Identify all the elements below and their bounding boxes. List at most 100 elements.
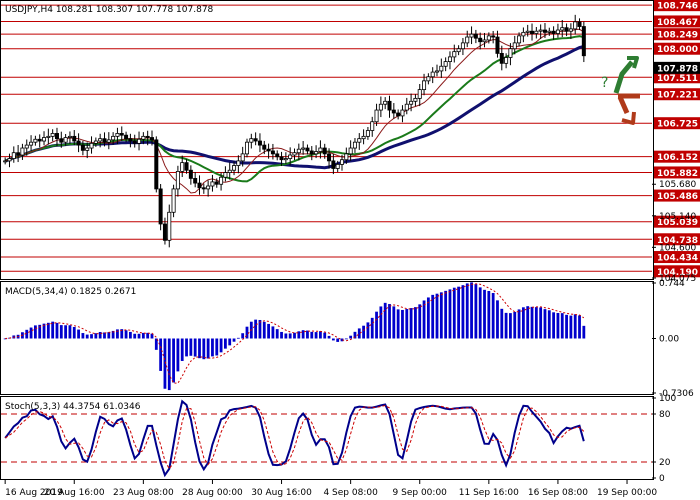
macd-bar — [55, 322, 59, 339]
macd-bar — [172, 338, 175, 383]
macd-bar — [383, 302, 387, 339]
candle-body — [296, 148, 301, 154]
candle-body — [63, 137, 68, 143]
time-label: 16 Aug 2019 — [5, 488, 63, 498]
macd-bar — [133, 333, 137, 339]
candle-body — [288, 154, 293, 159]
macd-bar — [275, 329, 279, 339]
macd-bar — [422, 300, 426, 339]
candle-body — [240, 153, 245, 162]
macd-bar — [465, 283, 469, 339]
macd-bar — [38, 324, 42, 339]
candle-body — [568, 28, 573, 32]
candle-body — [396, 112, 401, 117]
candle-body — [72, 135, 77, 142]
macd-tick-label: -0.7306 — [659, 389, 694, 399]
macd-bar — [388, 304, 391, 339]
candle-body — [20, 147, 25, 156]
macd-bar — [461, 285, 465, 339]
candle-body — [504, 57, 509, 64]
macd-bar — [236, 337, 240, 339]
macd-bar — [340, 338, 344, 342]
level-label-box — [654, 233, 700, 246]
candle-body — [106, 139, 111, 143]
candle-body — [80, 144, 85, 151]
level-label-box — [654, 88, 700, 101]
level-label: 106.152 — [657, 153, 698, 163]
macd-bar — [409, 308, 413, 339]
macd-bar — [392, 306, 396, 339]
macd-bar — [124, 330, 128, 339]
macd-bar — [517, 309, 521, 339]
stoch-tick-label: 100 — [659, 394, 676, 404]
candle-body — [29, 141, 34, 146]
level-label-box — [654, 265, 700, 278]
macd-bar — [202, 338, 206, 360]
candle-body — [581, 26, 586, 57]
candle-body — [340, 159, 345, 165]
candle-body — [162, 223, 167, 241]
candle-body — [530, 30, 535, 34]
level-label: 106.725 — [657, 120, 698, 130]
candle-body — [7, 158, 12, 162]
macd-bar — [64, 325, 68, 339]
candle-body — [357, 138, 362, 143]
candle-body — [180, 162, 185, 172]
macd-bar — [504, 312, 508, 339]
macd-signal-line — [5, 283, 585, 384]
candle-body — [465, 36, 470, 44]
current-price-box — [654, 61, 700, 74]
macd-bar — [280, 331, 283, 339]
candle-body — [564, 27, 569, 32]
candle-body — [93, 140, 98, 144]
macd-bar — [349, 335, 353, 339]
candle-body — [547, 30, 552, 33]
candle-body — [249, 138, 254, 143]
stochastic-indicator: 100 80 20 0 — [1, 394, 676, 484]
macd-bar — [159, 338, 163, 371]
candle-body — [227, 169, 232, 173]
stoch-title: Stoch(5,3,3) 44.3754 61.0346 — [5, 402, 141, 412]
candle-body — [193, 178, 198, 184]
candle-body — [219, 176, 224, 185]
macd-bar — [42, 323, 46, 339]
candle-body — [223, 172, 228, 178]
candle-body — [76, 140, 81, 146]
candle-body — [482, 39, 487, 43]
macd-bar — [228, 338, 232, 346]
macd-bar — [116, 329, 119, 339]
macd-bar — [267, 323, 270, 339]
stoch-tick-label: 80 — [659, 410, 671, 420]
up-arrow-icon — [613, 60, 634, 94]
level-label: 104.190 — [657, 268, 698, 278]
macd-bar — [98, 331, 102, 339]
candle-body — [335, 163, 340, 169]
stoch-tick-label: 0 — [659, 474, 665, 484]
candle-body — [210, 181, 215, 187]
macd-bar — [154, 338, 158, 350]
candle-body — [262, 144, 267, 150]
candle-body — [206, 185, 211, 190]
level-label: 107.221 — [657, 91, 698, 101]
candle-body — [387, 100, 392, 111]
macd-panel-frame — [0, 281, 654, 395]
candle-body — [318, 147, 323, 152]
candle-body — [365, 130, 370, 137]
level-label-box — [654, 251, 700, 264]
macd-bar — [59, 325, 63, 339]
macd-bar — [509, 313, 512, 339]
macd-bar — [547, 310, 551, 339]
candle-body — [409, 100, 414, 105]
macd-bar — [185, 338, 188, 357]
macd-bar — [262, 321, 266, 339]
macd-bar — [431, 294, 435, 339]
candle-body — [430, 71, 435, 78]
candle-body — [456, 48, 461, 53]
macd-bar — [167, 338, 171, 391]
level-label-box — [654, 166, 700, 179]
macd-bar — [284, 333, 288, 339]
macd-bar — [215, 338, 219, 356]
macd-bar — [530, 306, 534, 339]
